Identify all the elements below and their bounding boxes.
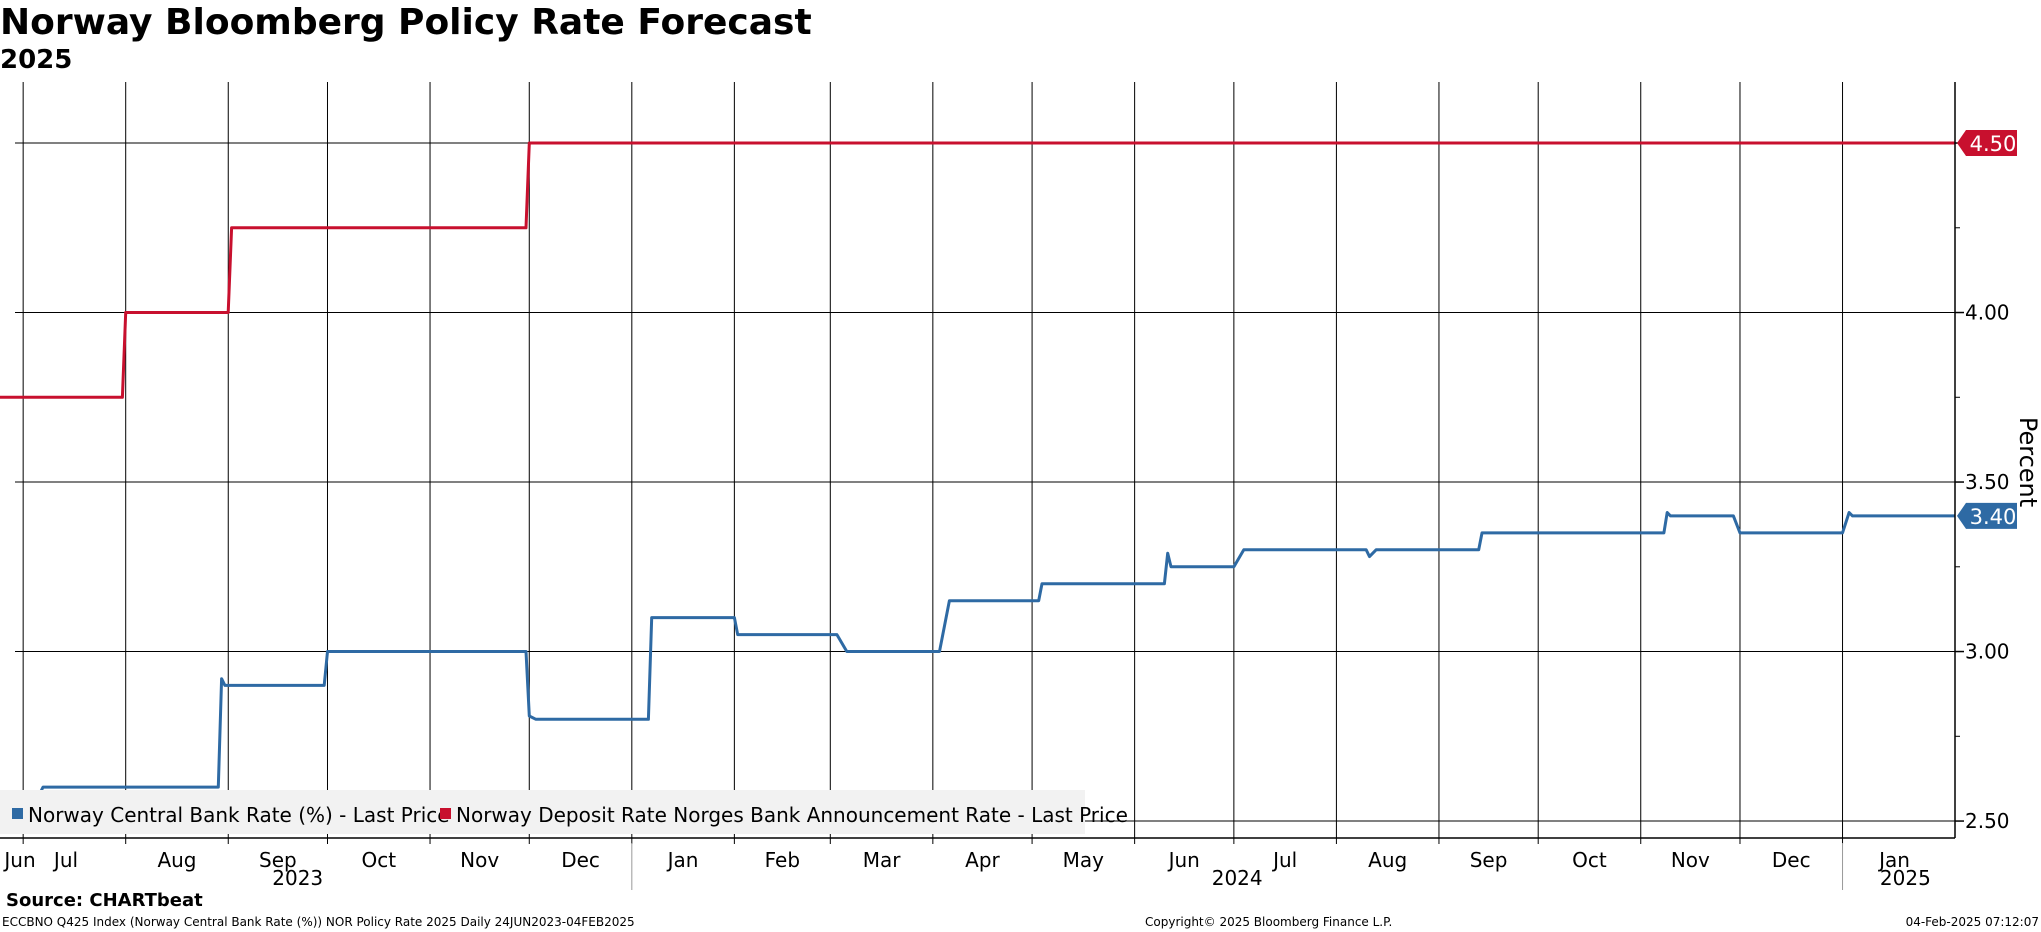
y-tick-label: 4.00: [1965, 301, 2010, 325]
x-tick-label-sep: Sep: [259, 848, 297, 872]
legend-label-1: Norway Central Bank Rate (%) - Last Pric…: [28, 803, 450, 827]
x-tick-label-jul: Jul: [52, 848, 78, 872]
y-tick-label: 3.50: [1965, 470, 2010, 494]
last-value-tag-2: [1957, 130, 2017, 157]
footer-info: ECCBNO Q425 Index (Norway Central Bank R…: [2, 915, 635, 929]
x-tick-label-feb: Feb: [765, 848, 800, 872]
x-year-label-2023: 2023: [272, 866, 323, 890]
x-tick-label-aug: Aug: [1368, 848, 1407, 872]
legend-swatch-2: [440, 808, 451, 819]
x-tick-label-sep: Sep: [1470, 848, 1508, 872]
x-tick-label-may: May: [1063, 848, 1105, 872]
chart-subtitle: 2025: [0, 45, 73, 75]
footer-timestamp: 04-Feb-2025 07:12:07: [1905, 915, 2039, 929]
x-tick-label-mar: Mar: [863, 848, 902, 872]
x-tick-label-aug: Aug: [157, 848, 196, 872]
chart-title: Norway Bloomberg Policy Rate Forecast: [0, 2, 812, 43]
x-tick-label-nov: Nov: [1671, 848, 1710, 872]
y-axis-label: Percent: [2014, 417, 2041, 507]
last-value-tag-1: [1957, 502, 2017, 529]
footer-source: Source: CHARTbeat: [6, 890, 203, 911]
legend: Norway Central Bank Rate (%) - Last Pric…: [0, 790, 1128, 834]
x-tick-label-jun: Jun: [1167, 848, 1200, 872]
legend-background: [0, 790, 1085, 834]
x-tick-label-jul: Jul: [1271, 848, 1297, 872]
series-lines: [0, 141, 1955, 795]
x-tick-label-dec: Dec: [561, 848, 600, 872]
x-tick-label-dec: Dec: [1772, 848, 1811, 872]
x-tick-label-jun: Jun: [2, 848, 35, 872]
legend-label-2: Norway Deposit Rate Norges Bank Announce…: [456, 803, 1128, 827]
x-tick-label-nov: Nov: [460, 848, 499, 872]
y-tick-label: 2.50: [1965, 809, 2010, 833]
x-tick-label-oct: Oct: [361, 848, 396, 872]
y-tick-label: 3.00: [1965, 640, 2010, 664]
x-year-label-2025: 2025: [1880, 866, 1931, 890]
last-value-label-1: 3.40: [1970, 505, 2017, 529]
footer-copyright: Copyright© 2025 Bloomberg Finance L.P.: [1145, 915, 1393, 929]
x-tick-label-jan: Jan: [1877, 848, 1910, 872]
legend-swatch-1: [12, 808, 23, 819]
last-value-label-2: 4.50: [1970, 132, 2017, 156]
series-line-1: [38, 511, 1955, 795]
series-line-2: [0, 141, 1955, 399]
grid-lines: [15, 82, 1955, 838]
x-tick-label-apr: Apr: [965, 848, 1000, 872]
axes: 2.503.003.504.004.50Percent3.404.50JunJu…: [0, 82, 2041, 890]
x-year-label-2024: 2024: [1212, 866, 1263, 890]
x-tick-label-jan: Jan: [666, 848, 699, 872]
x-tick-label-oct: Oct: [1572, 848, 1607, 872]
